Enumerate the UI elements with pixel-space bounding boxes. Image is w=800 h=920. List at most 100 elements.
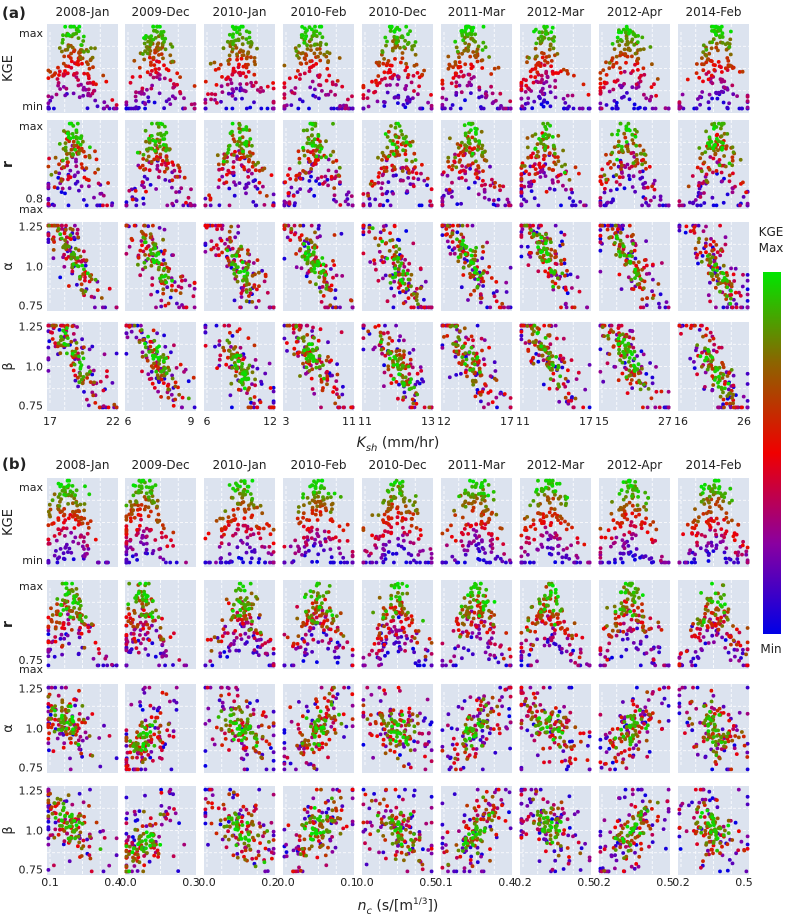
scatter-point xyxy=(257,180,262,185)
scatter-point xyxy=(415,71,420,75)
scatter-point xyxy=(408,29,412,33)
scatter-point xyxy=(62,129,66,133)
scatter-point xyxy=(257,284,261,288)
scatter-point xyxy=(165,285,170,290)
scatter-point xyxy=(649,85,654,89)
scatter-point xyxy=(461,38,466,43)
scatter-point xyxy=(63,24,68,29)
scatter-point xyxy=(85,106,90,111)
scatter-point xyxy=(728,63,733,68)
scatter-point xyxy=(581,82,586,87)
scatter-point xyxy=(529,228,533,233)
scatter-point xyxy=(615,132,620,137)
scatter-point xyxy=(220,75,224,79)
scatter-point xyxy=(440,78,445,83)
scatter-point xyxy=(306,245,311,250)
scatter-point xyxy=(494,299,499,304)
scatter-point xyxy=(425,183,429,188)
scatter-point xyxy=(562,257,567,262)
scatter-point xyxy=(329,358,333,363)
scatter-point xyxy=(164,130,169,135)
scatter-point xyxy=(93,170,97,175)
scatter-point xyxy=(493,180,497,185)
scatter-point xyxy=(81,34,86,39)
scatter-point xyxy=(314,154,319,159)
scatter-point xyxy=(93,401,98,405)
scatter-point xyxy=(564,187,568,192)
scatter-point xyxy=(705,57,710,62)
scatter-point xyxy=(543,146,547,151)
scatter-point xyxy=(640,175,645,180)
scatter-point xyxy=(191,294,196,299)
scatter-point xyxy=(155,163,160,168)
scatter-point xyxy=(537,94,541,99)
scatter-point xyxy=(82,267,86,272)
scatter-point xyxy=(63,141,68,146)
column-title: 2012-Mar xyxy=(527,5,585,19)
scatter-point xyxy=(711,156,716,161)
scatter-point xyxy=(168,102,173,106)
scatter-point xyxy=(422,68,426,73)
scatter-point xyxy=(151,75,156,80)
scatter-point xyxy=(240,377,245,382)
scatter-point xyxy=(706,70,711,74)
scatter-point xyxy=(638,143,642,148)
scatter-point xyxy=(178,362,183,367)
scatter-point xyxy=(738,203,742,208)
scatter-point xyxy=(395,150,400,154)
scatter-point xyxy=(321,294,326,298)
scatter-point xyxy=(388,75,393,80)
scatter-point xyxy=(381,224,386,229)
scatter-point xyxy=(329,106,334,111)
scatter-point xyxy=(70,351,75,356)
scatter-point xyxy=(404,24,409,29)
scatter-point xyxy=(230,106,235,111)
scatter-point xyxy=(248,287,253,292)
scatter-point xyxy=(243,142,247,147)
scatter-point xyxy=(313,270,317,275)
scatter-point xyxy=(246,70,251,74)
scatter-point xyxy=(143,128,148,133)
scatter-point xyxy=(295,53,299,58)
scatter-point xyxy=(565,69,569,73)
scatter-point xyxy=(138,248,143,253)
scatter-point xyxy=(473,32,478,37)
scatter-point xyxy=(629,249,634,254)
scatter-point xyxy=(232,153,236,157)
scatter-point xyxy=(300,24,304,29)
scatter-point xyxy=(76,78,80,82)
scatter-point xyxy=(282,256,287,261)
scatter-point xyxy=(52,106,56,111)
scatter-point xyxy=(720,89,724,94)
scatter-point xyxy=(124,351,129,356)
scatter-point xyxy=(381,61,386,66)
scatter-point xyxy=(652,195,657,200)
scatter-point xyxy=(724,144,729,149)
scatter-point xyxy=(311,325,315,330)
scatter-point xyxy=(149,263,154,268)
scatter-point xyxy=(315,346,319,350)
scatter-point xyxy=(225,39,230,44)
scatter-point xyxy=(630,164,634,169)
scatter-point xyxy=(316,54,320,59)
panel-label: (a) xyxy=(2,4,26,22)
scatter-point xyxy=(323,305,327,310)
scatter-point xyxy=(326,183,330,188)
scatter-point xyxy=(642,152,647,157)
scatter-point xyxy=(519,96,524,101)
scatter-point xyxy=(189,102,194,107)
scatter-point xyxy=(496,203,500,208)
scatter-point xyxy=(728,52,733,57)
scatter-point xyxy=(158,144,162,149)
scatter-point xyxy=(722,154,726,158)
scatter-point xyxy=(490,101,495,106)
scatter-point xyxy=(387,249,392,253)
scatter-point xyxy=(735,94,739,98)
scatter-point xyxy=(398,264,402,268)
scatter-point xyxy=(614,54,619,59)
scatter-point xyxy=(451,223,455,228)
scatter-point xyxy=(96,181,101,186)
scatter-point xyxy=(399,60,403,65)
scatter-point xyxy=(446,66,451,71)
scatter-point xyxy=(349,405,353,410)
